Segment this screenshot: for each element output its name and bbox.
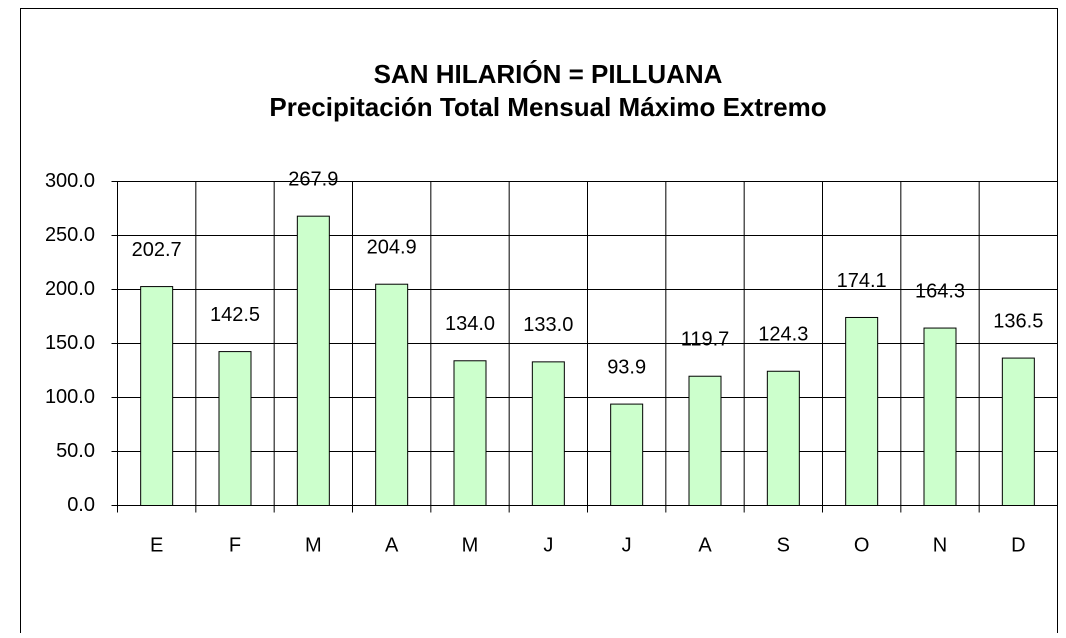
bar — [845, 316, 879, 506]
data-label: 134.0 — [445, 313, 495, 335]
data-label: 202.7 — [132, 239, 182, 261]
data-label: 204.9 — [367, 236, 417, 258]
y-tick-label: 250.0 — [45, 224, 95, 246]
x-tick-label: F — [229, 534, 241, 556]
data-label: 174.1 — [837, 270, 887, 292]
data-label: 136.5 — [993, 310, 1043, 332]
x-tick-label: A — [385, 534, 399, 556]
x-tick-label: A — [698, 534, 712, 556]
y-tick-label: 300.0 — [45, 170, 95, 192]
bar — [688, 375, 722, 506]
x-tick-label: E — [150, 534, 163, 556]
bar — [296, 215, 330, 506]
y-tick-label: 200.0 — [45, 278, 95, 300]
chart-subtitle: Precipitación Total Mensual Máximo Extre… — [269, 92, 826, 122]
data-label: 267.9 — [288, 168, 338, 190]
data-label: 93.9 — [607, 356, 646, 378]
bar — [140, 286, 174, 507]
bar — [610, 403, 644, 507]
x-tick-label: S — [777, 534, 790, 556]
y-tick-label: 150.0 — [45, 332, 95, 354]
data-label: 164.3 — [915, 280, 965, 302]
data-label: 124.3 — [758, 324, 808, 346]
chart-border — [20, 8, 1058, 638]
bar — [923, 327, 957, 506]
x-tick-label: O — [854, 534, 870, 556]
bar — [531, 361, 565, 506]
x-tick-label: J — [622, 534, 632, 556]
x-tick-label: D — [1011, 534, 1025, 556]
bar — [453, 360, 487, 506]
bar — [218, 351, 252, 506]
y-tick-label: 100.0 — [45, 386, 95, 408]
y-tick-label: 0.0 — [67, 494, 95, 516]
x-tick-label: M — [462, 534, 479, 556]
data-label: 119.7 — [681, 329, 730, 351]
chart-title: SAN HILARIÓN = PILLUANA — [374, 59, 723, 89]
y-tick-label: 50.0 — [56, 440, 95, 462]
x-tick-label: N — [933, 534, 947, 556]
bar — [1001, 357, 1035, 506]
bar — [375, 283, 409, 507]
x-tick-label: J — [543, 534, 553, 556]
data-label: 142.5 — [210, 304, 260, 326]
bar — [766, 370, 800, 507]
x-tick-label: M — [305, 534, 322, 556]
data-label: 133.0 — [523, 314, 573, 336]
